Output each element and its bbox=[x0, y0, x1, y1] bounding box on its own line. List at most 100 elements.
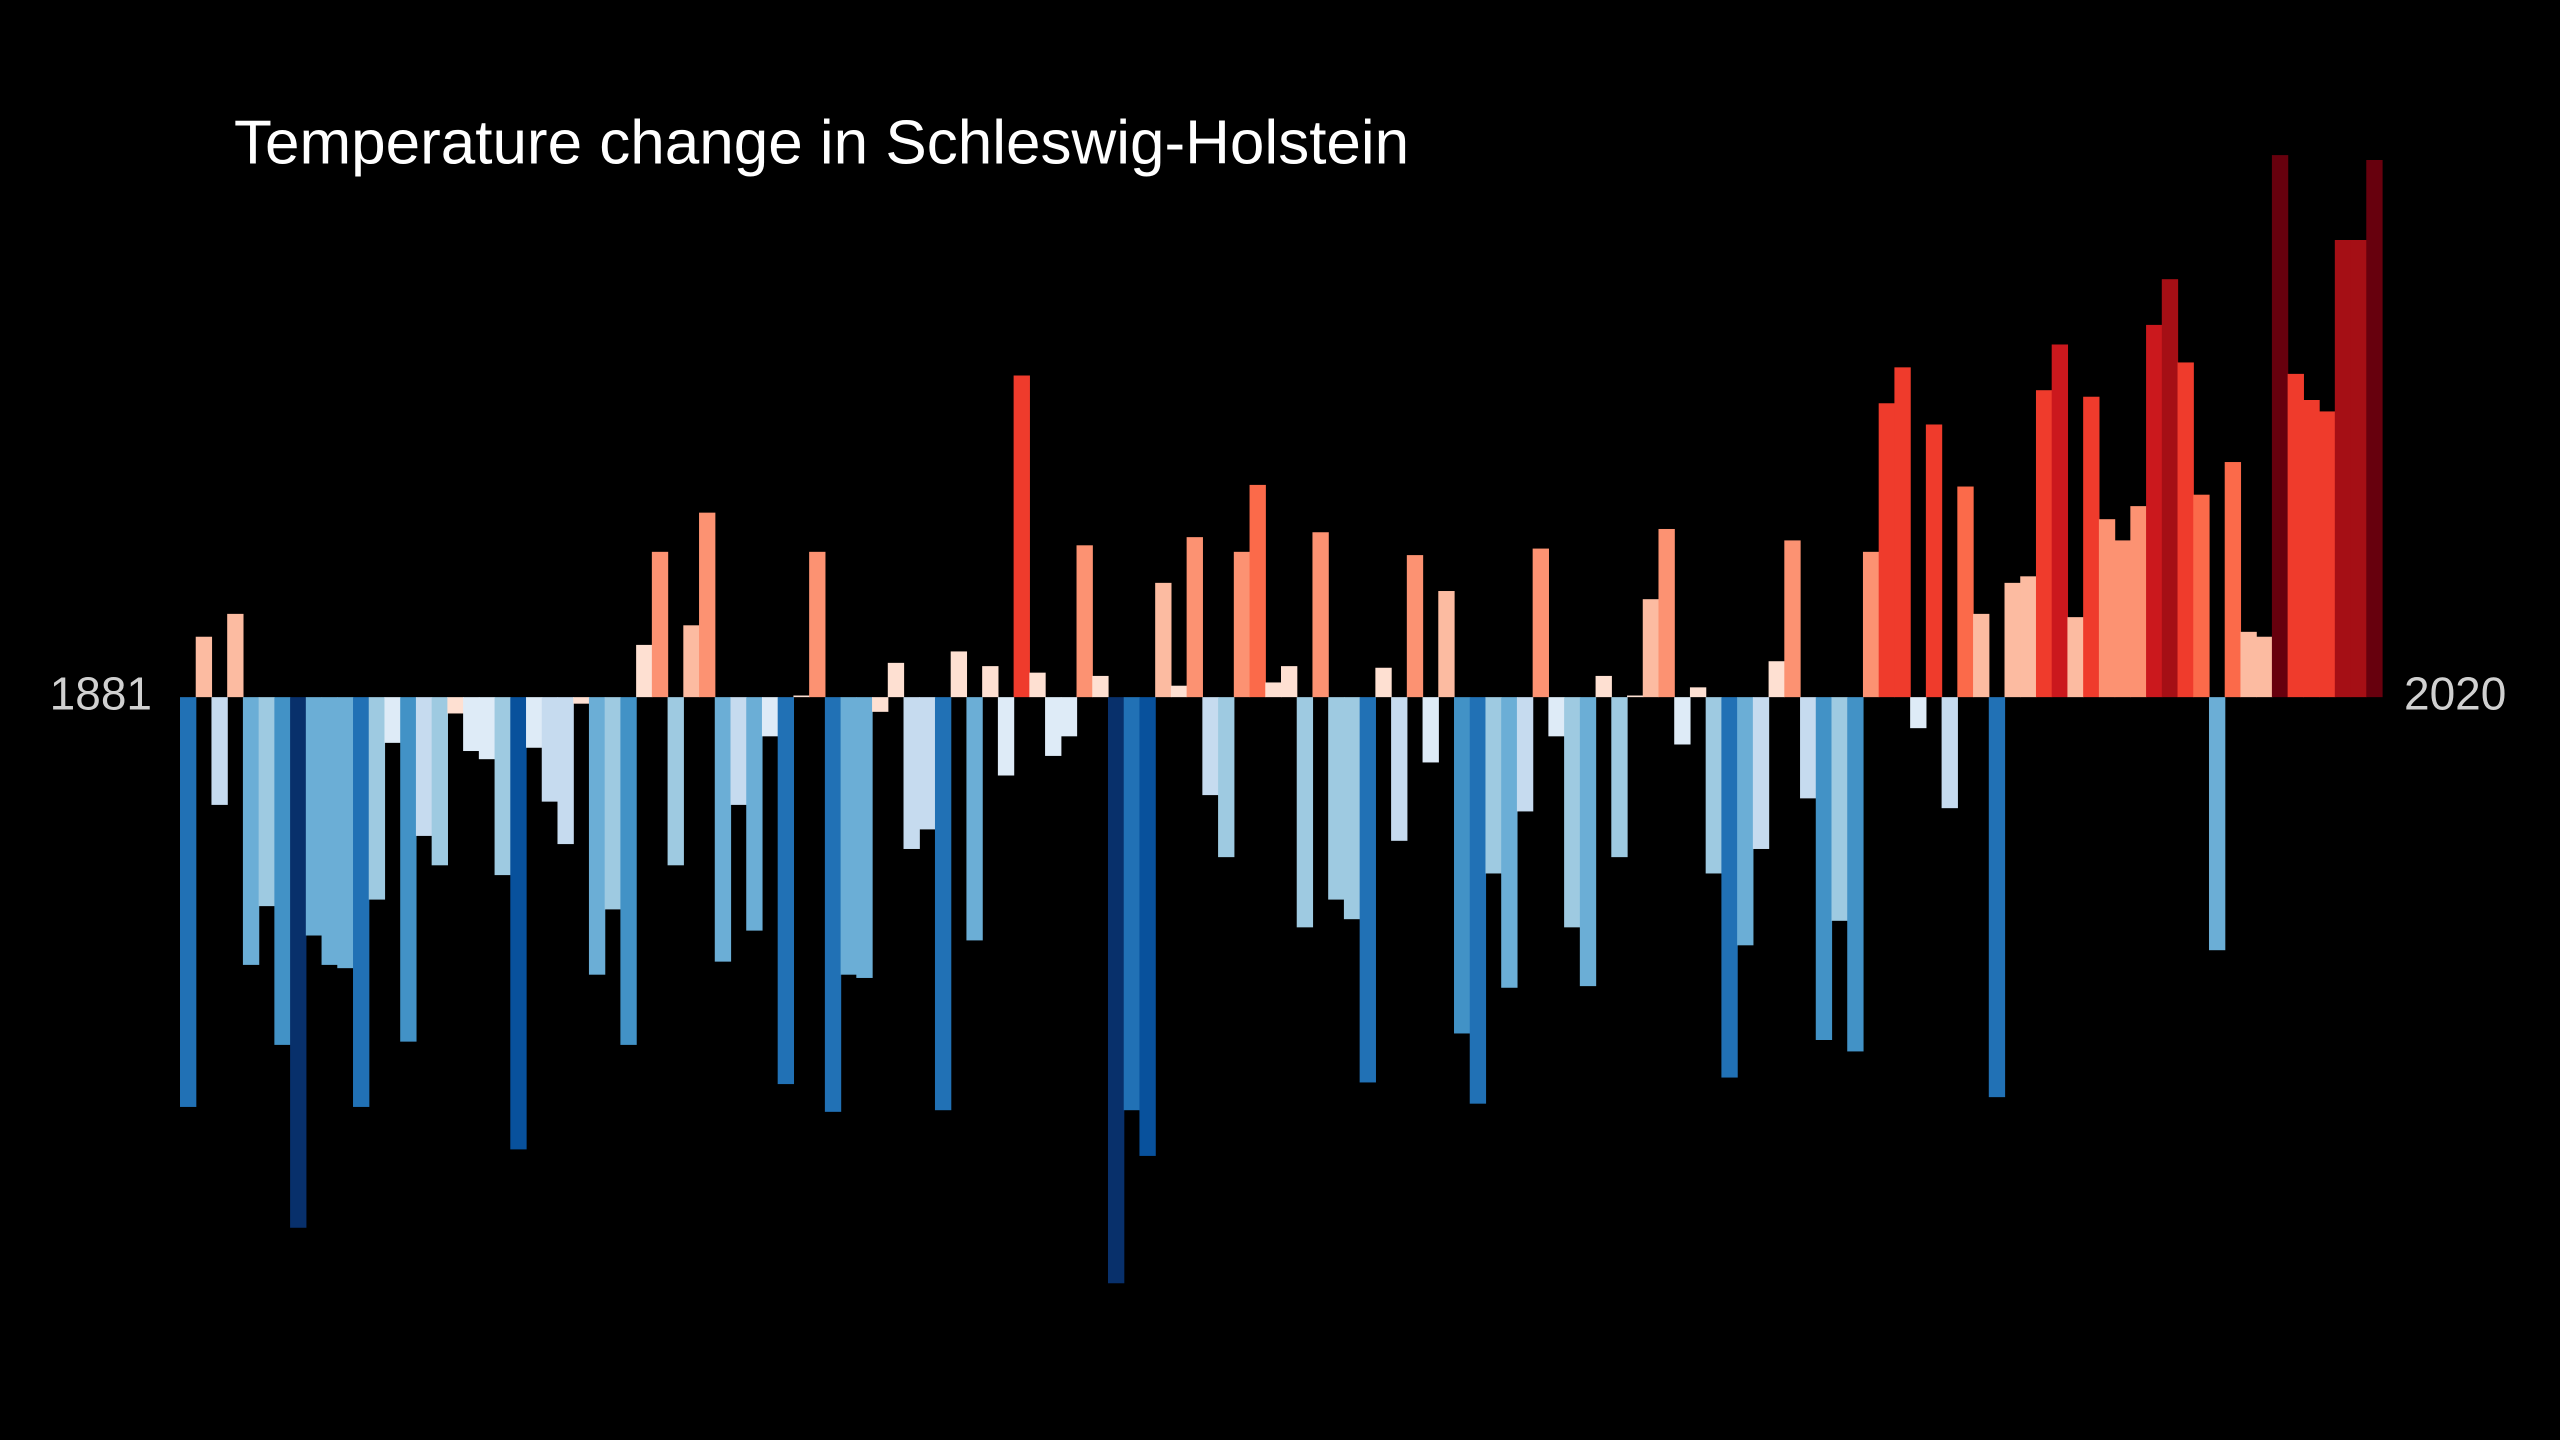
bar bbox=[2130, 506, 2147, 698]
bar bbox=[2067, 617, 2084, 698]
bar bbox=[1941, 697, 1958, 809]
bar bbox=[1658, 528, 1675, 698]
bar bbox=[714, 697, 732, 962]
bar bbox=[588, 697, 606, 975]
bar bbox=[1469, 697, 1487, 1104]
bar bbox=[1752, 697, 1770, 849]
bar bbox=[1296, 697, 1314, 928]
bar bbox=[2083, 396, 2100, 698]
bar bbox=[2256, 636, 2273, 698]
bar bbox=[1013, 375, 1030, 698]
bar bbox=[1406, 555, 1424, 698]
bar bbox=[1611, 697, 1628, 858]
bar bbox=[2004, 582, 2021, 698]
bar bbox=[2350, 240, 2367, 698]
bar bbox=[997, 697, 1015, 776]
bar bbox=[1847, 697, 1864, 1052]
bar bbox=[321, 697, 338, 965]
bar bbox=[242, 697, 260, 965]
bar bbox=[274, 697, 291, 1045]
bar bbox=[2224, 462, 2242, 698]
bar bbox=[1391, 697, 1408, 841]
bar bbox=[1218, 697, 1235, 858]
bar bbox=[1328, 697, 1345, 900]
x-tick-label: 2020 bbox=[2404, 667, 2506, 719]
bar bbox=[2020, 576, 2037, 698]
bar bbox=[573, 697, 590, 704]
bar bbox=[793, 695, 810, 698]
bar bbox=[431, 697, 448, 866]
bar bbox=[1627, 695, 1644, 698]
bar bbox=[400, 697, 417, 1042]
bar bbox=[415, 697, 433, 836]
bar bbox=[1910, 697, 1927, 729]
bar bbox=[1422, 697, 1439, 763]
bar bbox=[1800, 697, 1817, 799]
bar bbox=[2161, 279, 2179, 698]
bar bbox=[2271, 155, 2289, 698]
bar bbox=[557, 697, 574, 845]
bar bbox=[510, 697, 527, 1150]
bar bbox=[2193, 494, 2210, 698]
bar bbox=[1186, 537, 1203, 698]
bar bbox=[1438, 591, 1455, 698]
bar bbox=[1281, 666, 1298, 698]
bar bbox=[384, 697, 401, 743]
bar bbox=[478, 697, 496, 760]
bar bbox=[1674, 697, 1691, 745]
bar bbox=[1579, 697, 1597, 987]
bar bbox=[290, 697, 307, 1228]
bar bbox=[1784, 540, 1801, 698]
bar bbox=[699, 512, 716, 698]
bar bbox=[2303, 400, 2320, 698]
bar bbox=[2287, 373, 2304, 698]
bar bbox=[541, 697, 559, 802]
bar bbox=[887, 662, 905, 698]
bar bbox=[1485, 697, 1502, 874]
bar bbox=[1862, 551, 1880, 698]
bar bbox=[1957, 486, 1974, 698]
bar bbox=[2208, 697, 2226, 951]
bar bbox=[368, 697, 386, 900]
chart-title: Temperature change in Schleswig-Holstein bbox=[234, 108, 1409, 177]
bar bbox=[1202, 697, 1219, 796]
bar bbox=[1815, 697, 1833, 1040]
bar bbox=[1155, 582, 1172, 698]
bar bbox=[1045, 697, 1062, 756]
bar bbox=[2366, 160, 2383, 698]
bar bbox=[1548, 697, 1565, 737]
bar bbox=[746, 697, 763, 931]
bar bbox=[1721, 697, 1738, 1078]
bar bbox=[2114, 540, 2131, 698]
bar bbox=[1878, 403, 1896, 698]
bar bbox=[730, 697, 747, 805]
bar bbox=[337, 697, 354, 969]
bar bbox=[447, 697, 464, 714]
bar bbox=[1894, 367, 1911, 698]
bar bbox=[1642, 599, 1660, 698]
bar bbox=[636, 644, 653, 698]
bar bbox=[1343, 697, 1361, 920]
bar bbox=[2146, 324, 2163, 698]
bar bbox=[2051, 344, 2069, 698]
bar bbox=[1595, 675, 1612, 698]
bar bbox=[494, 697, 511, 876]
bar bbox=[1737, 697, 1754, 946]
bar bbox=[903, 697, 920, 849]
bar bbox=[683, 625, 700, 698]
bar bbox=[1532, 548, 1549, 698]
bar bbox=[1925, 424, 1943, 698]
bar bbox=[1107, 697, 1125, 1284]
bar bbox=[1564, 697, 1581, 928]
bar bbox=[463, 697, 480, 752]
bar bbox=[1060, 697, 1078, 737]
bar bbox=[353, 697, 370, 1107]
bar bbox=[934, 697, 952, 1111]
bar bbox=[1092, 675, 1109, 698]
bar bbox=[1689, 687, 1707, 698]
bar bbox=[982, 666, 999, 698]
bar bbox=[919, 697, 936, 830]
bar bbox=[1768, 661, 1785, 698]
